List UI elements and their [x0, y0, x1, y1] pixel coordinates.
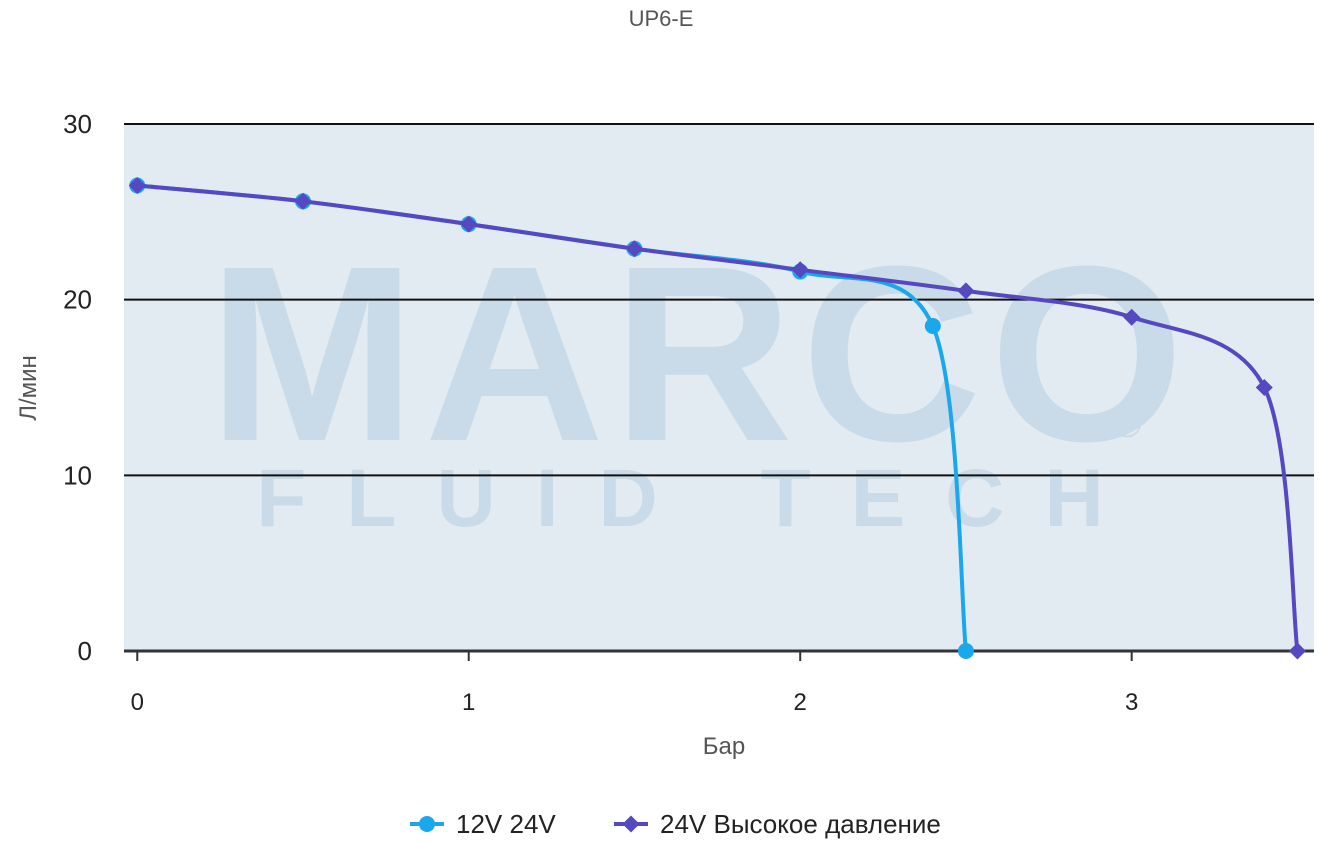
data-point: [791, 261, 809, 279]
x-tick-label: 1: [462, 689, 475, 716]
legend-item[interactable]: 12V 24V: [410, 809, 556, 839]
data-point: [460, 215, 478, 233]
data-point: [957, 282, 975, 300]
series-line: [135, 183, 1300, 653]
y-axis-ticks: 0 10 20 30: [63, 109, 92, 666]
data-point: [625, 240, 643, 258]
data-point: [1123, 308, 1141, 326]
y-tick-label: 20: [63, 285, 92, 315]
data-point: [924, 318, 941, 335]
watermark: MARCO FLUID TECH ®: [208, 214, 1192, 544]
legend-marker: [419, 816, 435, 832]
legend: 12V 24V 24V Высокое давление: [410, 809, 941, 839]
grid-lines: [124, 123, 1314, 653]
watermark-word: MARCO: [208, 214, 1192, 493]
x-tick-label: 2: [794, 689, 807, 716]
x-axis-ticks: 0 1 2 3: [131, 651, 1138, 716]
y-tick-label: 10: [63, 460, 92, 490]
legend-label: 24V Высокое давление: [660, 809, 941, 839]
legend-item[interactable]: 24V Высокое давление: [614, 809, 941, 839]
watermark-subword: FLUID TECH: [256, 453, 1143, 544]
data-point: [957, 643, 974, 659]
chart-title: UP6-E: [629, 6, 694, 31]
plot-background: [124, 124, 1314, 651]
y-tick-label: 30: [63, 109, 92, 139]
watermark-registered-mark: ®: [1112, 402, 1141, 446]
y-tick-label: 0: [78, 636, 92, 666]
x-tick-label: 3: [1125, 689, 1138, 716]
data-point: [128, 176, 146, 194]
data-point: [1255, 379, 1273, 396]
data-point: [294, 192, 312, 210]
x-tick-label: 0: [131, 689, 144, 716]
series-2: [128, 176, 1306, 660]
legend-label: 12V 24V: [456, 809, 556, 839]
legend-marker: [622, 815, 640, 833]
series-layer: [128, 176, 1306, 660]
x-axis-label: Бар: [703, 733, 745, 760]
y-axis-label: Л/мин: [15, 355, 42, 421]
data-point: [1288, 642, 1306, 660]
